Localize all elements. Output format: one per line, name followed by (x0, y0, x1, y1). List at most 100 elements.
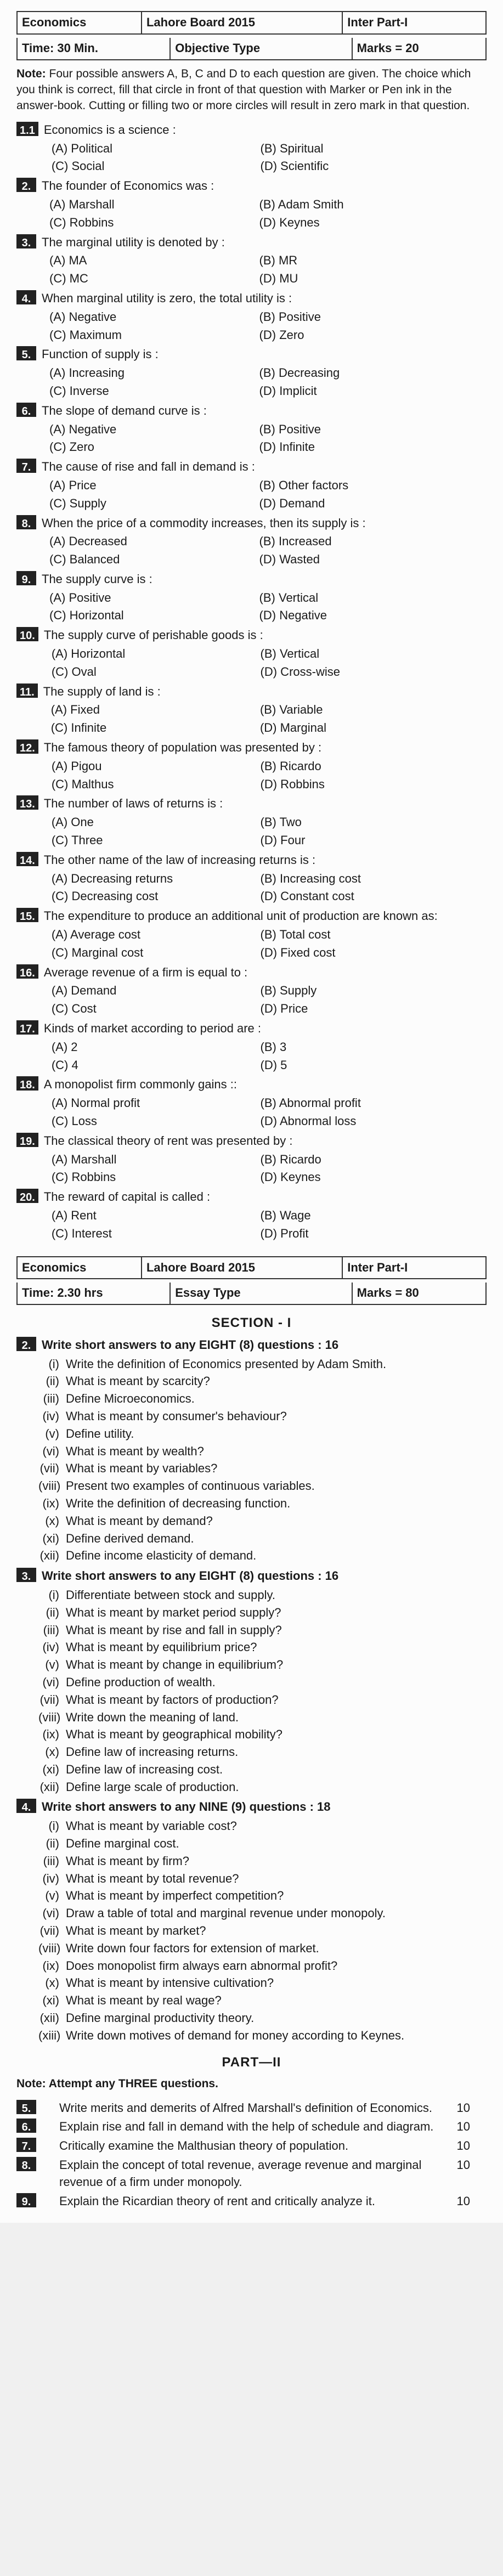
header2-row-2: Time: 2.30 hrs Essay Type Marks = 80 (16, 1283, 487, 1305)
sub-text: Write down four factors for extension of… (66, 1940, 487, 1957)
part2-marks: 10 (457, 2119, 470, 2136)
sub-text: Write the definition of Economics presen… (66, 1356, 487, 1373)
sub-question: (ix)Does monopolist firm always earn abn… (38, 1958, 487, 1975)
option: (D) Abnormal loss (261, 1112, 470, 1131)
sub-question: (xi)Define law of increasing cost. (38, 1761, 487, 1778)
sub-roman: (v) (38, 1888, 66, 1905)
part2-note: Note: Attempt any THREE questions. (16, 2076, 487, 2092)
question-body: The supply of land is :(A) Fixed(B) Vari… (43, 683, 487, 737)
question-number: 6. (16, 403, 36, 417)
sub-text: Write down the meaning of land. (66, 1709, 487, 1726)
option: (C) Horizontal (49, 607, 259, 625)
time: Time: 30 Min. (18, 38, 171, 59)
sub-roman: (ii) (38, 1605, 66, 1622)
sub-roman: (vi) (38, 1905, 66, 1922)
option: (B) Adam Smith (259, 196, 470, 214)
part2-text: Explain the Ricardian theory of rent and… (59, 2193, 457, 2210)
question-body: The supply curve of perishable goods is … (44, 627, 487, 681)
question-number: 15. (16, 908, 38, 922)
sub-text: Define income elasticity of demand. (66, 1547, 487, 1564)
mcq-question: 12.The famous theory of population was p… (16, 739, 487, 793)
option: (A) Pigou (52, 758, 261, 776)
question-number: 5. (16, 346, 36, 360)
question-body: The number of laws of returns is :(A) On… (44, 795, 487, 849)
sub-question: (iv)What is meant by equilibrium price? (38, 1639, 487, 1656)
question-body: The founder of Economics was :(A) Marsha… (42, 178, 487, 231)
sub-roman: (xii) (38, 2010, 66, 2027)
question-body: The supply curve is :(A) Positive(B) Ver… (42, 571, 487, 625)
sub-text: What is meant by intensive cultivation? (66, 1975, 487, 1992)
sub-question: (vii)What is meant by market? (38, 1923, 487, 1940)
question-number: 3. (16, 1568, 36, 1582)
options-row: (A) Fixed(B) Variable(C) Infinite(D) Mar… (51, 701, 487, 737)
options-row: (A) Normal profit(B) Abnormal profit(C) … (52, 1094, 487, 1131)
option: (B) Abnormal profit (261, 1094, 470, 1112)
header-row-1: Economics Lahore Board 2015 Inter Part-I (16, 11, 487, 35)
marks: Marks = 20 (353, 38, 485, 59)
sub-roman: (iv) (38, 1408, 66, 1425)
essay-head-text: Write short answers to any EIGHT (8) que… (42, 1568, 487, 1585)
sub-question: (iii)Define Microeconomics. (38, 1391, 487, 1408)
question-stem: The supply of land is : (43, 683, 487, 701)
sub-text: What is meant by demand? (66, 1513, 487, 1530)
options-row: (A) MA(B) MR(C) MC(D) MU (49, 252, 487, 288)
sub-question: (viii)Write down the meaning of land. (38, 1709, 487, 1726)
question-number: 9. (16, 571, 36, 585)
option: (B) MR (259, 252, 470, 270)
essay-question-head: 4.Write short answers to any NINE (9) qu… (16, 1799, 487, 1816)
options-row: (A) Negative(B) Positive(C) Maximum(D) Z… (49, 308, 487, 344)
sub-text: Define Microeconomics. (66, 1391, 487, 1408)
option: (B) Wage (261, 1207, 470, 1225)
mcq-question: 9. The supply curve is :(A) Positive(B) V… (16, 571, 487, 625)
part2-body: Explain rise and fall in demand with the… (59, 2119, 487, 2136)
option: (D) Four (261, 832, 470, 850)
question-number: 18. (16, 1076, 38, 1091)
part2-text: Write merits and demerits of Alfred Mars… (59, 2100, 457, 2117)
sub-text: What is meant by variables? (66, 1460, 487, 1477)
mcq-section: 1.1Economics is a science :(A) Political… (16, 122, 487, 1243)
option: (A) Marshall (49, 196, 259, 214)
question-number: 7. (16, 459, 36, 473)
sub-question: (ii)What is meant by market period suppl… (38, 1605, 487, 1622)
mcq-question: 1.1Economics is a science :(A) Political… (16, 122, 487, 176)
option: (C) Robbins (52, 1168, 261, 1187)
options-row: (A) Pigou(B) Ricardo(C) Malthus(D) Robbi… (52, 758, 487, 794)
section-1-title: SECTION - I (16, 1314, 487, 1332)
sub-roman: (iv) (38, 1871, 66, 1888)
sub-text: Define large scale of production. (66, 1779, 487, 1796)
question-number: 11. (16, 683, 38, 698)
option: (D) Demand (259, 495, 470, 513)
sub-text: What is meant by rise and fall in supply… (66, 1622, 487, 1639)
option: (B) Ricardo (261, 758, 470, 776)
mcq-question: 17.Kinds of market according to period a… (16, 1020, 487, 1074)
options-row: (A) One(B) Two(C) Three(D) Four (52, 814, 487, 850)
question-number: 1.1 (16, 122, 38, 136)
sub-roman: (xi) (38, 1992, 66, 2009)
option: (A) Rent (52, 1207, 261, 1225)
sub-question: (viii)Write down four factors for extens… (38, 1940, 487, 1957)
question-number: 4. (16, 1799, 36, 1813)
mcq-question: 16.Average revenue of a firm is equal to… (16, 964, 487, 1018)
option: (A) Average cost (52, 926, 261, 944)
option: (B) Spiritual (261, 140, 470, 158)
sub-question: (x)Define law of increasing returns. (38, 1744, 487, 1761)
question-stem: The famous theory of population was pres… (44, 739, 487, 756)
sub-text: What is meant by wealth? (66, 1443, 487, 1460)
options-row: (A) Increasing(B) Decreasing(C) Inverse(… (49, 364, 487, 400)
sub-text: What is meant by variable cost? (66, 1818, 487, 1835)
mcq-question: 6.The slope of demand curve is :(A) Nega… (16, 403, 487, 456)
options-row: (A) Rent(B) Wage(C) Interest(D) Profit (52, 1207, 487, 1243)
option: (B) Increasing cost (261, 870, 470, 888)
sub-roman: (viii) (38, 1709, 66, 1726)
question-stem: The supply curve of perishable goods is … (44, 627, 487, 644)
note-label: Note: (16, 67, 49, 80)
sub-text: What is meant by real wage? (66, 1992, 487, 2009)
option: (A) Horizontal (52, 645, 261, 663)
sub-text: Differentiate between stock and supply. (66, 1587, 487, 1604)
sub-roman: (xii) (38, 1547, 66, 1564)
option: (C) Marginal cost (52, 944, 261, 962)
sub-question: (x)What is meant by demand? (38, 1513, 487, 1530)
question-body: The other name of the law of increasing … (44, 852, 487, 906)
sub-text: Define utility. (66, 1426, 487, 1443)
sub-roman: (i) (38, 1356, 66, 1373)
